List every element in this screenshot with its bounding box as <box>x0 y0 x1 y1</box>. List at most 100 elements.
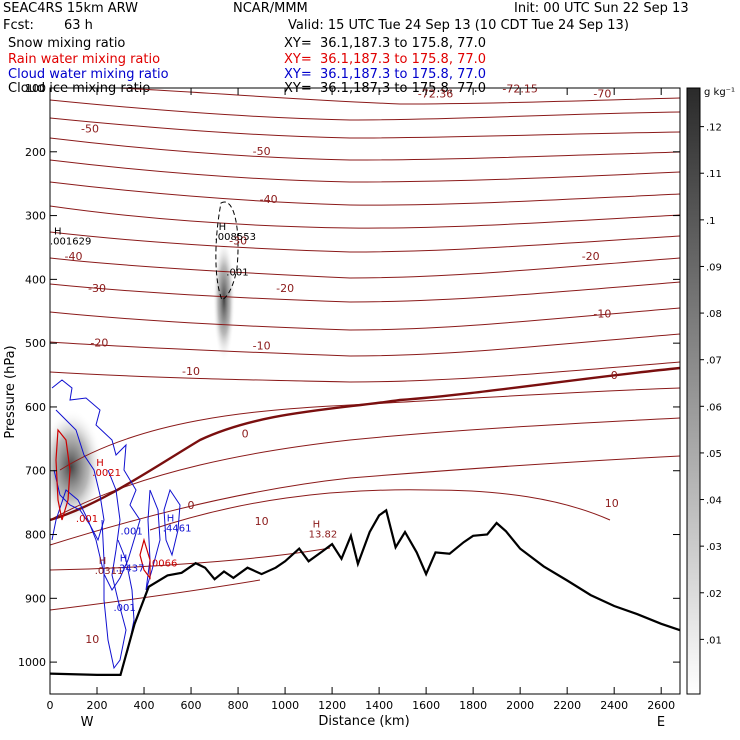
extremum-value: .4461 <box>163 523 192 534</box>
extremum-value: .001 <box>121 527 143 538</box>
cloud-water-contour-lower <box>101 469 127 670</box>
x-tick-label: 2200 <box>553 699 581 712</box>
x-tick-label: 1200 <box>318 699 346 712</box>
isotherm-line <box>50 455 680 546</box>
y-tick-label: 200 <box>25 146 46 159</box>
zero-isotherm <box>50 366 680 522</box>
extremum-value: .0021 <box>92 468 121 479</box>
y-tick-label: 300 <box>25 210 46 223</box>
snow-contour-column <box>215 201 239 301</box>
y-tick-label: 400 <box>25 273 46 286</box>
colorbar-tick-label: .08 <box>706 309 722 320</box>
isotherm-label: -40 <box>65 250 83 263</box>
isotherm-line <box>50 117 680 139</box>
x-tick-label: 2400 <box>600 699 628 712</box>
colorbar-tick-label: .03 <box>706 542 722 553</box>
isotherm-line <box>50 181 680 206</box>
colorbar-ticks: .12 .11 .1 .09 .08 .07 .06 .05 .04 .03 .02 .01 <box>700 123 722 646</box>
isotherm-label: -20 <box>276 282 294 295</box>
isotherm-label: -50 <box>81 123 99 136</box>
x-tick-label: 1800 <box>459 699 487 712</box>
isotherm-line <box>59 387 680 471</box>
field-name-cloud-water: Cloud water mixing ratio <box>8 67 169 82</box>
extremum-value: 13.82 <box>309 530 338 541</box>
extremum-value: .008553 <box>215 232 256 243</box>
isotherm-label: -20 <box>582 250 600 263</box>
rain-water-contours <box>55 428 151 580</box>
colorbar-tick-label: .05 <box>706 449 722 460</box>
valid-time: Valid: 15 UTC Tue 24 Sep 13 (10 CDT Tue … <box>288 18 629 33</box>
extremum-mark: H <box>313 520 321 531</box>
extremum-value: .001629 <box>50 236 91 247</box>
colorbar-tick-label: .12 <box>706 123 722 134</box>
isotherm-line <box>119 88 680 105</box>
center-title: NCAR/MMM <box>233 1 308 16</box>
isotherm-line <box>50 99 680 121</box>
fcst-label: Fcst: <box>3 18 34 33</box>
x-tick-label: 2600 <box>647 699 675 712</box>
cloud-ice-shading-column <box>213 238 235 362</box>
colorbar <box>686 87 701 695</box>
colorbar-tick-label: .09 <box>706 263 722 274</box>
isotherm-line <box>50 137 680 161</box>
isotherm-label: -10 <box>182 365 200 378</box>
field-name-snow: Snow mixing ratio <box>8 36 126 51</box>
temperature-contours <box>50 88 680 611</box>
field-xy-rain: XY= 36.1,187.3 to 175.8, 77.0 <box>284 52 487 67</box>
isotherm-line <box>50 333 680 357</box>
x-tick-label: 400 <box>134 699 155 712</box>
x-tick-label: 200 <box>87 699 108 712</box>
colorbar-tick-label: .02 <box>706 589 722 600</box>
cloud-water-contour-outer <box>51 379 141 591</box>
isotherm-label: -40 <box>260 193 278 206</box>
colorbar-tick-label: .04 <box>706 496 722 507</box>
x-tick-label: 800 <box>228 699 249 712</box>
x-axis-title: Distance (km) <box>318 714 409 729</box>
isotherm-line <box>50 307 680 331</box>
cloud-water-contours <box>51 379 181 670</box>
colorbar-tick-label: .07 <box>706 356 722 367</box>
colorbar-tick-label: .01 <box>706 635 722 646</box>
isotherm-line <box>50 159 680 183</box>
x-tick-label: 1400 <box>365 699 393 712</box>
colorbar-unit: g kg⁻¹ <box>704 87 735 98</box>
cloud-water-contour-inner <box>53 409 105 542</box>
isotherm-line <box>50 417 680 521</box>
y-axis-title: Pressure (hPa) <box>3 345 18 438</box>
x-tick-label: 2000 <box>506 699 534 712</box>
model-title: SEAC4RS 15km ARW <box>3 1 139 16</box>
isotherm-label: -72.36 <box>418 88 453 101</box>
rain-contour-left <box>55 428 71 521</box>
isotherm-line <box>149 489 611 531</box>
isotherm-label: -10 <box>593 308 611 321</box>
extremum-value: .0066 <box>149 558 178 569</box>
isotherm-label: 10 <box>255 515 269 528</box>
fcst-value: 63 h <box>64 18 93 33</box>
isotherm-label: -20 <box>90 336 108 349</box>
isotherm-line <box>50 281 680 303</box>
extremum-value: .3437 <box>116 564 145 575</box>
cloud-water-contour-east-2 <box>163 488 181 557</box>
plot-frame <box>49 87 681 695</box>
colorbar-tick-label: .1 <box>706 216 716 227</box>
east-label: E <box>657 715 665 730</box>
extremum-mark: H <box>99 556 107 567</box>
y-tick-label: 700 <box>25 465 46 478</box>
mixing-ratio-shading <box>50 238 235 525</box>
isotherm-label: 10 <box>605 497 619 510</box>
x-tick-label: 600 <box>181 699 202 712</box>
extremum-value: .001 <box>226 268 248 279</box>
extremum-mark: H <box>54 226 62 237</box>
isotherm-label: 0 <box>611 369 618 382</box>
cloud-water-contour-east-1 <box>145 489 161 591</box>
isotherm-line <box>50 257 680 279</box>
isotherm-line <box>50 205 680 229</box>
isotherm-label: -30 <box>229 234 247 247</box>
colorbar-tick-label: .06 <box>706 402 722 413</box>
isotherm-label: 0 <box>188 499 195 512</box>
field-xy-cloud-water: XY= 36.1,187.3 to 175.8, 77.0 <box>284 67 487 82</box>
extremum-mark: H <box>167 513 175 524</box>
extremum-mark: H <box>96 458 104 469</box>
isotherm-line <box>50 361 680 383</box>
y-tick-label: 900 <box>25 592 46 605</box>
